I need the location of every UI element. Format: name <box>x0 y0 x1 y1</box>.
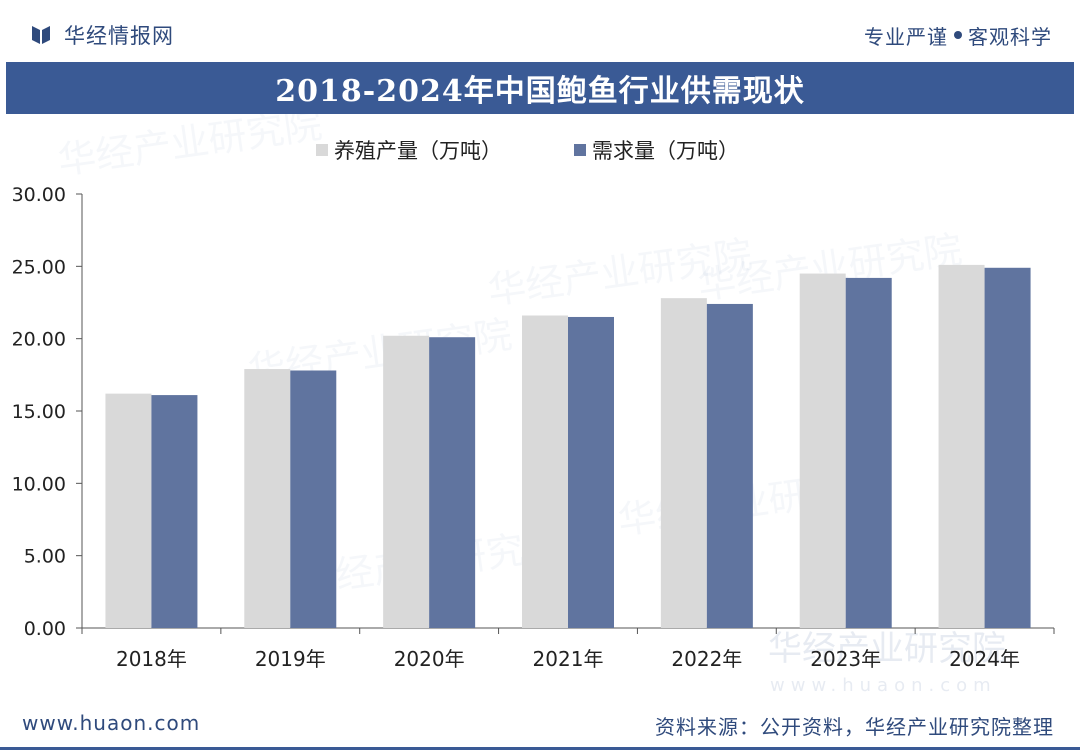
y-tick-label: 0.00 <box>24 618 66 640</box>
x-tick-label: 2023年 <box>810 647 881 671</box>
y-tick-label: 20.00 <box>12 329 66 351</box>
brand[interactable]: 华经情报网 <box>30 20 174 50</box>
x-tick-label: 2021年 <box>533 647 604 671</box>
bar-production <box>244 369 291 628</box>
chart-legend: 养殖产量（万吨） 需求量（万吨） <box>316 139 739 163</box>
bar-demand <box>845 277 892 628</box>
chart-title: 2018-2024年中国鲍鱼行业供需现状 <box>275 74 805 109</box>
bar-demand <box>568 316 614 628</box>
y-tick-label: 15.00 <box>12 401 66 423</box>
bar-production <box>799 273 846 628</box>
bar-demand <box>151 395 198 628</box>
header: 华经情报网 专业严谨 客观科学 <box>0 0 1080 62</box>
x-tick-label: 2020年 <box>394 647 465 671</box>
x-tick-label: 2024年 <box>949 647 1020 671</box>
footer-divider <box>0 747 1080 750</box>
bar-demand <box>290 370 337 628</box>
bar-production <box>105 393 152 628</box>
y-tick-label: 30.00 <box>12 184 66 206</box>
footer-url[interactable]: www.huaon.com <box>22 711 201 735</box>
slogan-right: 客观科学 <box>968 24 1052 49</box>
bar-chart: 华经产业研究院华经产业研究院华经产业研究院华经产业研究院华经产业研究院华经产业研… <box>12 114 1055 695</box>
bar-production <box>660 298 707 628</box>
x-tick-label: 2018年 <box>116 647 187 671</box>
slogan: 专业严谨 客观科学 <box>864 20 1052 50</box>
bar-production <box>383 335 430 628</box>
chart-axes: 0.00 5.00 10.00 15.00 20.00 25.00 30.00 2018年 20… <box>12 184 1055 671</box>
watermark-text: 华经产业研究院 <box>55 114 325 183</box>
bar-production <box>938 264 985 628</box>
bar-demand <box>706 303 753 628</box>
footer: www.huaon.com 资料来源：公开资料，华经产业研究院整理 <box>0 695 1080 755</box>
y-tick-label: 10.00 <box>12 473 66 495</box>
legend-label: 需求量（万吨） <box>592 139 739 163</box>
y-tick-label: 5.00 <box>24 546 66 568</box>
brand-name: 华经情报网 <box>64 24 174 48</box>
bar-demand <box>429 337 476 628</box>
title-bar: 2018-2024年中国鲍鱼行业供需现状 <box>6 62 1074 114</box>
chart-bars <box>105 264 1031 628</box>
watermark-url: www.huaon.com <box>770 675 997 695</box>
legend-swatch <box>574 144 586 156</box>
watermark-brand: 华经产业研究院 <box>768 629 1006 669</box>
x-tick-label: 2019年 <box>255 647 326 671</box>
bar-production <box>522 315 568 628</box>
legend-swatch <box>316 144 328 156</box>
footer-source: 资料来源：公开资料，华经产业研究院整理 <box>655 715 1054 739</box>
slogan-left: 专业严谨 <box>864 24 948 49</box>
x-tick-label: 2022年 <box>671 647 742 671</box>
bar-demand <box>984 267 1031 628</box>
y-tick-label: 25.00 <box>12 256 66 278</box>
logo-icon <box>32 26 50 44</box>
dot-icon <box>954 31 962 39</box>
legend-label: 养殖产量（万吨） <box>334 139 502 163</box>
